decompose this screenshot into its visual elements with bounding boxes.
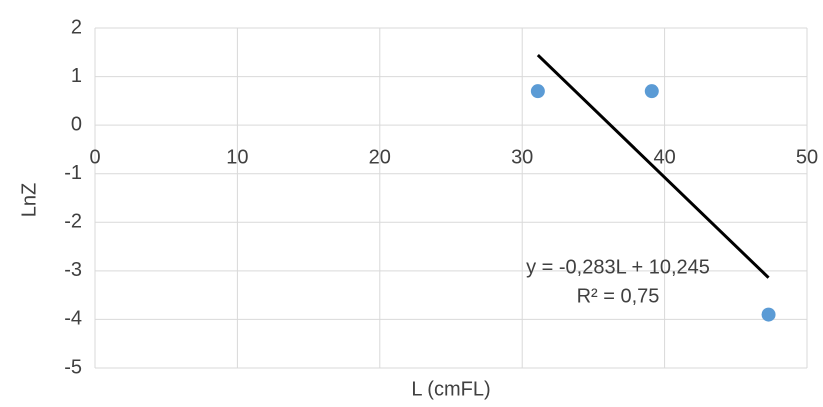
- grid-layer: [95, 28, 807, 368]
- y-tick-label: -1: [64, 162, 82, 184]
- x-tick-label: 30: [511, 146, 533, 168]
- point: [645, 84, 659, 98]
- y-tick-label: -3: [64, 259, 82, 281]
- x-tick-label: 20: [369, 146, 391, 168]
- y-tick-label: -5: [64, 356, 82, 378]
- y-tick-label: 0: [71, 113, 82, 135]
- y-tick-label: 1: [71, 65, 82, 87]
- y-tick-label: -2: [64, 211, 82, 233]
- x-tick-label: 0: [89, 146, 100, 168]
- y-tick-label: -4: [64, 308, 82, 330]
- y-axis-label: LnZ: [18, 183, 40, 217]
- x-axis-label: L (cmFL): [411, 378, 490, 400]
- chart: L (cmFL) LnZ -5-4-3-2-101201020304050y =…: [0, 0, 823, 407]
- trendline-r2: R² = 0,75: [577, 285, 660, 307]
- point: [762, 308, 776, 322]
- y-tick-label: 2: [71, 16, 82, 38]
- x-tick-label: 10: [226, 146, 248, 168]
- x-tick-label: 40: [653, 146, 675, 168]
- x-tick-label: 50: [796, 146, 818, 168]
- trendline-equation: y = -0,283L + 10,245: [526, 256, 710, 278]
- point: [531, 84, 545, 98]
- page: L (cmFL) LnZ -5-4-3-2-101201020304050y =…: [0, 0, 823, 407]
